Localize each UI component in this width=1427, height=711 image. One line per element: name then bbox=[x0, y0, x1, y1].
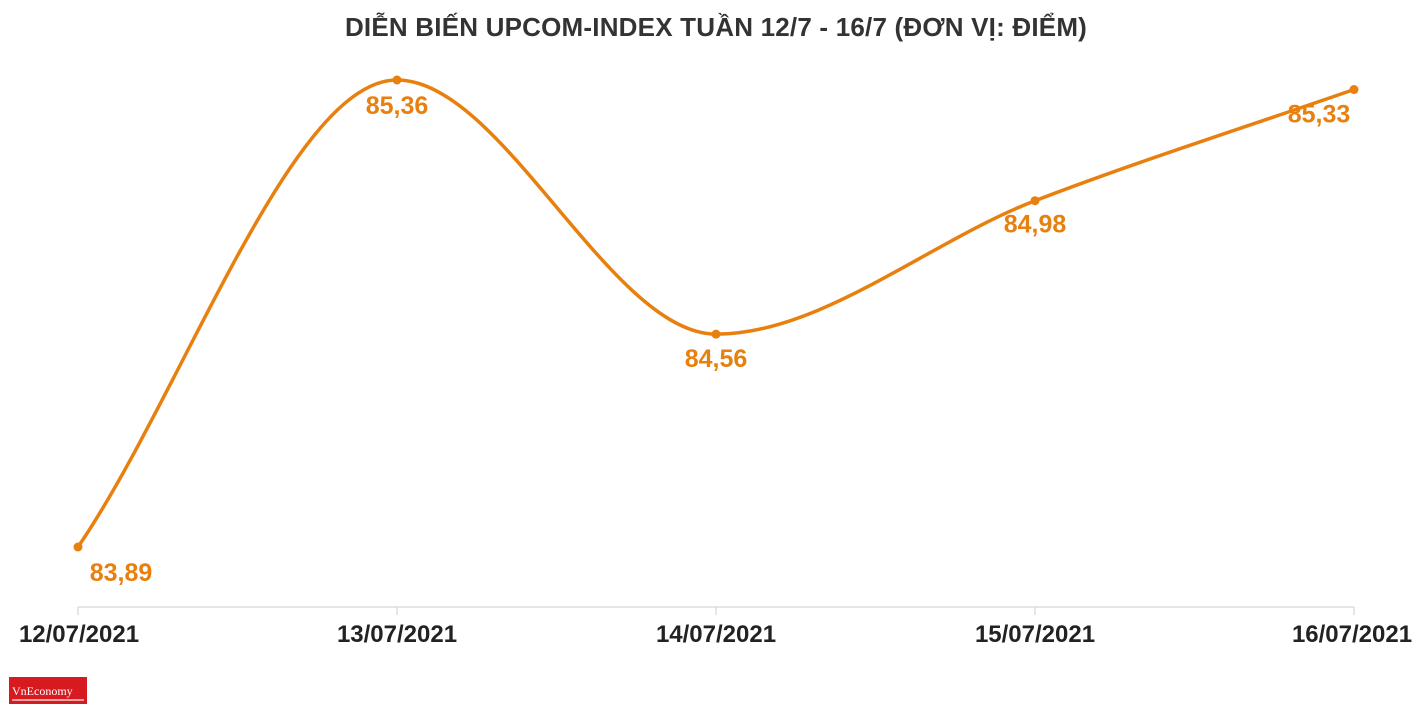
data-point-5 bbox=[1349, 85, 1359, 95]
data-point-1 bbox=[73, 542, 83, 552]
x-tick-label-3: 14/07/2021 bbox=[656, 621, 776, 648]
data-point-4 bbox=[1030, 196, 1040, 206]
logo-tagline-bar bbox=[12, 699, 84, 701]
data-label-1: 83,89 bbox=[90, 559, 153, 587]
data-points-layer bbox=[73, 75, 1359, 552]
data-point-2 bbox=[392, 75, 402, 85]
x-tick-labels-layer: 12/07/2021 13/07/2021 14/07/2021 15/07/2021… bbox=[19, 621, 1412, 648]
x-tick-label-4: 15/07/2021 bbox=[975, 621, 1095, 648]
x-tick-label-2: 13/07/2021 bbox=[337, 621, 457, 648]
data-label-4: 84,98 bbox=[1004, 211, 1067, 239]
x-tick-label-5: 16/07/2021 bbox=[1292, 621, 1412, 648]
data-label-2: 85,36 bbox=[366, 92, 429, 120]
data-label-5: 85,33 bbox=[1288, 101, 1351, 129]
x-tick-label-1: 12/07/2021 bbox=[19, 621, 139, 648]
data-point-3 bbox=[711, 329, 721, 339]
vneconomy-logo: VnEconomy bbox=[9, 677, 87, 704]
chart-title: DIỄN BIẾN UPCOM-INDEX TUẦN 12/7 - 16/7 (… bbox=[344, 12, 1088, 42]
series-line-layer bbox=[76, 78, 1355, 548]
x-axis bbox=[77, 606, 1355, 615]
logo-text: VnEconomy bbox=[12, 684, 73, 698]
series-line bbox=[76, 78, 1355, 548]
data-label-3: 84,56 bbox=[685, 345, 748, 373]
data-labels-layer: 83,89 85,36 84,56 84,98 85,33 bbox=[90, 92, 1351, 587]
